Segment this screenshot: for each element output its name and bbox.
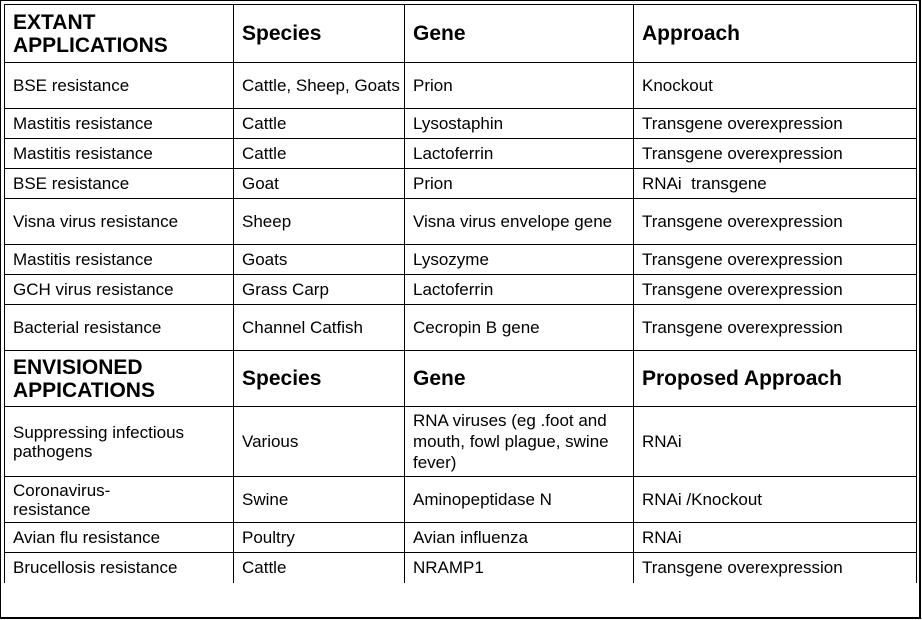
table-row: Coronavirus-resistance Swine Aminopeptid… — [4, 476, 917, 523]
cell-gene: Visna virus envelope gene — [404, 198, 634, 245]
cell-species: Cattle — [233, 552, 405, 583]
cell-approach: RNAi transgene — [633, 168, 917, 199]
table-row: Avian flu resistance Poultry Avian influ… — [4, 522, 917, 553]
cell-application: Brucellosis resistance — [4, 552, 234, 583]
cell-approach: Transgene overexpression — [633, 108, 917, 139]
cell-species: Cattle — [233, 108, 405, 139]
cell-application: Mastitis resistance — [4, 108, 234, 139]
cell-approach: Transgene overexpression — [633, 198, 917, 245]
cell-gene: Lysostaphin — [404, 108, 634, 139]
table-row: Mastitis resistance Goats Lysozyme Trans… — [4, 244, 917, 275]
cell-gene: Prion — [404, 62, 634, 109]
cell-species: Cattle — [233, 138, 405, 169]
table-row: Mastitis resistance Cattle Lysostaphin T… — [4, 108, 917, 139]
cell-application: BSE resistance — [4, 168, 234, 199]
header-row-extant: EXTANT APPLICATIONS Species Gene Approac… — [4, 4, 917, 63]
header-envisioned-applications: ENVISIONED APPICATIONS — [4, 350, 234, 407]
table-row: BSE resistance Cattle, Sheep, Goats Prio… — [4, 62, 917, 109]
cell-application: Suppressing infectious pathogens — [4, 406, 234, 477]
header-species: Species — [233, 4, 405, 63]
cell-species: Goat — [233, 168, 405, 199]
cell-gene: RNA viruses (eg .foot and mouth, fowl pl… — [404, 406, 634, 477]
cell-gene: Lysozyme — [404, 244, 634, 275]
header-proposed-approach: Proposed Approach — [633, 350, 917, 407]
table-row: GCH virus resistance Grass Carp Lactofer… — [4, 274, 917, 305]
table-row: Visna virus resistance Sheep Visna virus… — [4, 198, 917, 245]
cell-species: Swine — [233, 476, 405, 523]
header-extant-applications: EXTANT APPLICATIONS — [4, 4, 234, 63]
cell-gene: Aminopeptidase N — [404, 476, 634, 523]
cell-gene: Avian influenza — [404, 522, 634, 553]
applications-table: EXTANT APPLICATIONS Species Gene Approac… — [4, 4, 917, 583]
cell-gene: Cecropin B gene — [404, 304, 634, 351]
cell-approach: Transgene overexpression — [633, 304, 917, 351]
cell-application: Avian flu resistance — [4, 522, 234, 553]
cell-species: Grass Carp — [233, 274, 405, 305]
header-approach: Approach — [633, 4, 917, 63]
cell-approach: Transgene overexpression — [633, 274, 917, 305]
cell-approach: Transgene overexpression — [633, 138, 917, 169]
header-gene: Gene — [404, 350, 634, 407]
cell-approach: Transgene overexpression — [633, 244, 917, 275]
cell-species: Cattle, Sheep, Goats — [233, 62, 405, 109]
cell-species: Goats — [233, 244, 405, 275]
header-gene: Gene — [404, 4, 634, 63]
table-row: BSE resistance Goat Prion RNAi transgene — [4, 168, 917, 199]
table-row: Bacterial resistance Channel Catfish Cec… — [4, 304, 917, 351]
header-row-envisioned: ENVISIONED APPICATIONS Species Gene Prop… — [4, 350, 917, 407]
cell-application: BSE resistance — [4, 62, 234, 109]
cell-application: Mastitis resistance — [4, 138, 234, 169]
cell-application: Coronavirus-resistance — [4, 476, 234, 523]
cell-application: Mastitis resistance — [4, 244, 234, 275]
cell-gene: Lactoferrin — [404, 138, 634, 169]
cell-species: Channel Catfish — [233, 304, 405, 351]
table-row: Suppressing infectious pathogens Various… — [4, 406, 917, 477]
cell-application: Visna virus resistance — [4, 198, 234, 245]
cell-approach: Transgene overexpression — [633, 552, 917, 583]
cell-approach: RNAi — [633, 522, 917, 553]
cell-species: Sheep — [233, 198, 405, 245]
cell-gene: Prion — [404, 168, 634, 199]
cell-application: GCH virus resistance — [4, 274, 234, 305]
cell-approach: RNAi /Knockout — [633, 476, 917, 523]
cell-approach: RNAi — [633, 406, 917, 477]
header-species: Species — [233, 350, 405, 407]
cell-species: Poultry — [233, 522, 405, 553]
cell-species: Various — [233, 406, 405, 477]
cell-approach: Knockout — [633, 62, 917, 109]
table-row: Mastitis resistance Cattle Lactoferrin T… — [4, 138, 917, 169]
cell-gene: NRAMP1 — [404, 552, 634, 583]
table-row: Brucellosis resistance Cattle NRAMP1 Tra… — [4, 552, 917, 583]
cell-gene: Lactoferrin — [404, 274, 634, 305]
cell-application: Bacterial resistance — [4, 304, 234, 351]
